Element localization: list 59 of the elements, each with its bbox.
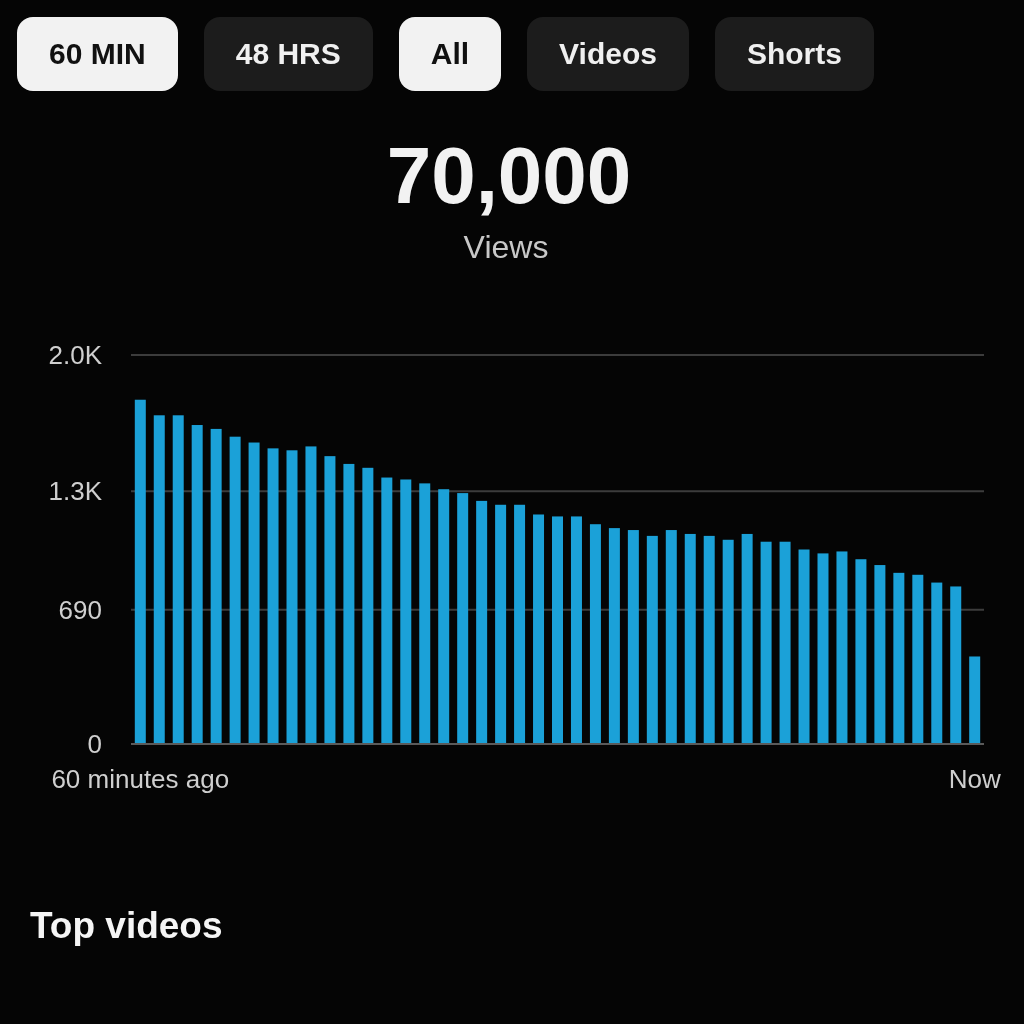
bar (343, 463, 355, 744)
bar (514, 504, 526, 744)
bar (419, 483, 431, 744)
bar (457, 493, 469, 744)
bar (552, 516, 563, 744)
bar (836, 551, 848, 744)
bar (931, 582, 943, 744)
bar (684, 533, 696, 744)
chart-title: 70,000 (386, 131, 632, 220)
bar (362, 467, 374, 744)
bar (191, 425, 203, 744)
bar (855, 559, 867, 744)
bar (134, 399, 146, 744)
bar (248, 442, 260, 744)
bar (533, 514, 545, 744)
bar (646, 535, 658, 744)
bar (210, 428, 222, 744)
bar (305, 446, 317, 744)
bar (381, 477, 393, 744)
tab-button[interactable]: All (398, 17, 502, 91)
y-tick-label: 690 (58, 594, 102, 625)
bar (476, 500, 488, 744)
bar (912, 574, 924, 744)
bar (969, 656, 981, 744)
bar (229, 436, 241, 744)
y-tick-label: 1.3K (48, 475, 103, 506)
bar (703, 535, 715, 744)
bar (817, 553, 829, 744)
tab-button[interactable]: 60 MIN (17, 17, 178, 91)
tab-button[interactable]: 48 HRS (203, 17, 373, 91)
bar (722, 539, 734, 744)
bar (741, 533, 753, 744)
bar (589, 524, 601, 744)
bar (608, 528, 620, 744)
tab-button[interactable]: Shorts (714, 17, 874, 91)
bar (172, 415, 184, 744)
bar (153, 415, 165, 744)
bar (286, 450, 298, 744)
bar (874, 565, 886, 744)
x-tick-label: Now (948, 764, 1001, 795)
bar (627, 530, 639, 744)
bar (495, 504, 507, 744)
bar (779, 541, 791, 744)
bar (798, 549, 810, 744)
bar (438, 489, 450, 744)
chart-subtitle: Views (463, 229, 549, 265)
bar (893, 572, 905, 744)
text: Top videos (30, 905, 223, 946)
tab-button[interactable]: Videos (527, 17, 689, 91)
y-tick-label: 0 (87, 728, 102, 759)
y-tick-label: 2.0K (48, 339, 103, 370)
bar (400, 479, 412, 744)
bar (665, 530, 677, 744)
bar (570, 516, 582, 744)
bar (324, 456, 336, 744)
bar (950, 586, 962, 744)
bar (760, 541, 772, 744)
x-tick-label: 60 minutes ago (51, 764, 230, 795)
bar (267, 448, 279, 744)
